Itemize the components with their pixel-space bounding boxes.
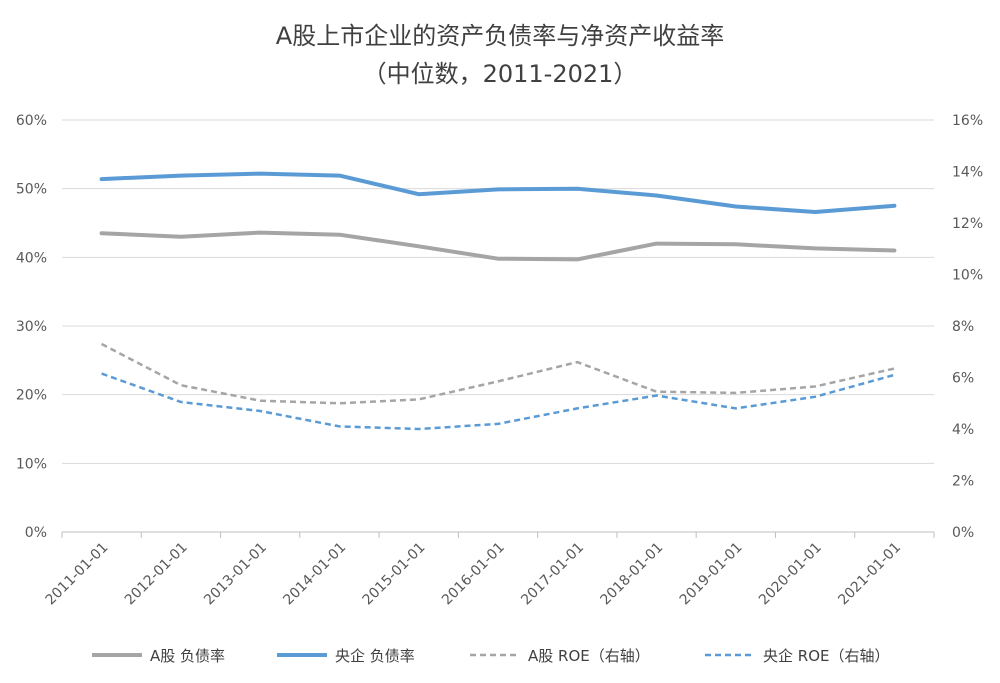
right-tick-label: 8% xyxy=(952,319,974,335)
chart-title: A股上市企业的资产负债率与净资产收益率 xyxy=(276,22,724,50)
legend-label: A股 负债率 xyxy=(150,647,225,665)
series-line-4 xyxy=(101,372,895,431)
series-line-3 xyxy=(101,342,895,405)
series-lines xyxy=(99,171,897,431)
right-tick-label: 10% xyxy=(952,268,983,284)
right-tick-label: 4% xyxy=(952,422,974,438)
legend-label: 央企 负债率 xyxy=(335,647,415,665)
left-y-axis: 0% 10% 20% 30% 40% 50% 60% xyxy=(16,113,47,541)
left-tick-label: 20% xyxy=(16,388,47,404)
right-tick-label: 2% xyxy=(952,474,974,490)
x-tick-label: 2020-01-01 xyxy=(756,540,825,609)
left-tick-label: 10% xyxy=(16,456,47,472)
x-tick-label: 2017-01-01 xyxy=(518,540,587,609)
series-line-1 xyxy=(99,230,897,262)
right-y-axis: 0% 2% 4% 6% 8% 10% 12% 14% 16% xyxy=(952,113,983,541)
x-tick-label: 2011-01-01 xyxy=(43,540,112,609)
x-tick-label: 2016-01-01 xyxy=(439,540,508,609)
x-tick-label: 2018-01-01 xyxy=(598,540,667,609)
legend-label: 央企 ROE（右轴） xyxy=(763,647,889,665)
x-tick-label: 2012-01-01 xyxy=(122,540,191,609)
left-tick-label: 30% xyxy=(16,319,47,335)
x-tick-label: 2021-01-01 xyxy=(835,540,904,609)
right-tick-label: 14% xyxy=(952,165,983,181)
right-tick-label: 6% xyxy=(952,371,974,387)
right-tick-label: 16% xyxy=(952,113,983,129)
legend-label: A股 ROE（右轴） xyxy=(528,647,650,665)
gridlines xyxy=(62,119,934,464)
chart-subtitle: （中位数，2011-2021） xyxy=(363,60,638,88)
right-tick-label: 0% xyxy=(952,525,974,541)
series-line-2 xyxy=(99,171,897,214)
left-tick-label: 0% xyxy=(25,525,47,541)
right-tick-label: 12% xyxy=(952,216,983,232)
legend: A股 负债率 央企 负债率 A股 ROE（右轴） 央企 ROE（右轴） xyxy=(92,647,889,665)
x-tick-label: 2015-01-01 xyxy=(360,540,429,609)
x-axis: 2011-01-01 2012-01-01 2013-01-01 2014-01-01… xyxy=(43,531,935,609)
left-tick-label: 50% xyxy=(16,182,47,198)
left-tick-label: 40% xyxy=(16,250,47,266)
x-tick-label: 2019-01-01 xyxy=(677,540,746,609)
x-tick-label: 2013-01-01 xyxy=(201,540,270,609)
left-tick-label: 60% xyxy=(16,113,47,129)
x-tick-label: 2014-01-01 xyxy=(280,540,349,609)
